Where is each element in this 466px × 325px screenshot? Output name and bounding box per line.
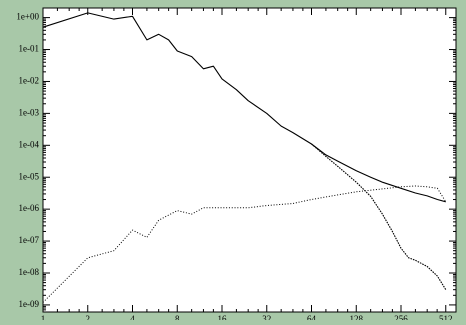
x-tick-label: 128 (350, 314, 364, 320)
y-tick-label: 1e-07 (19, 235, 40, 245)
x-tick-label: 4 (130, 314, 135, 320)
series-layer (42, 12, 447, 303)
plot-area (42, 7, 457, 313)
y-tick-label: 1e-06 (19, 203, 40, 213)
series-line-dotted (42, 185, 447, 303)
series-line-solid (42, 12, 446, 203)
x-tick-label: 8 (175, 314, 180, 320)
x-tick-label: 32 (262, 314, 271, 320)
y-tick-label: 1e-02 (19, 76, 40, 86)
x-tick-label: 2 (86, 314, 91, 320)
x-tick-label: 16 (218, 314, 228, 320)
y-tick-label: 1e+00 (16, 12, 39, 22)
x-tick-label: 64 (307, 314, 317, 320)
x-tick-label: 1 (41, 314, 46, 320)
x-tick-label: 256 (394, 314, 408, 320)
y-tick-label: 1e-05 (19, 171, 40, 181)
axes-layer: 1 2 4 8 16 32 64 128 256 512 1e-09 1e-08 1e-07 1e-06 1… (16, 7, 456, 324)
series-line-dashed (311, 143, 447, 290)
y-tick-label: 1e-01 (19, 44, 40, 54)
x-tick-label: 512 (439, 314, 453, 320)
y-tick-label: 1e-04 (19, 139, 40, 149)
y-tick-label: 1e-03 (19, 107, 40, 117)
y-tick-label: 1e-09 (19, 299, 40, 309)
y-tick-label: 1e-08 (19, 267, 40, 277)
